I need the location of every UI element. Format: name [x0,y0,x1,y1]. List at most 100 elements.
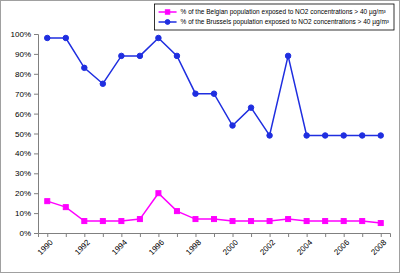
data-point [119,219,124,224]
y-tick-label: 80% [15,70,31,79]
data-point [360,219,365,224]
x-tick-mark [344,233,345,237]
x-tick [288,233,289,237]
data-point [193,91,199,97]
x-tick-mark [195,233,196,237]
y-axis-line [34,35,39,234]
x-tick: 2008 [369,233,388,257]
legend-entry: % of the Belgian population exposed to N… [159,8,387,16]
x-tick-mark [233,233,234,237]
data-point [63,205,68,210]
x-tick: 2000 [221,233,240,257]
x-tick-mark [66,233,67,237]
data-point [45,35,51,41]
data-point [341,133,347,139]
x-tick-mark [381,233,382,237]
x-tick-mark [84,233,85,237]
x-tick [325,233,326,237]
data-point [286,217,291,222]
data-point [137,53,143,59]
data-point [248,105,254,111]
data-point [82,219,87,224]
data-point [249,219,254,224]
x-tick-label: 1996 [147,238,166,257]
y-tick-mark [34,153,38,154]
x-tick [103,233,104,237]
y-tick: 50% [15,130,38,139]
data-point [100,81,106,87]
data-point [230,123,236,129]
legend-label: % of the Belgian population exposed to N… [181,8,387,16]
y-tick-label: 50% [15,130,31,139]
data-point [137,217,142,222]
x-tick-label: 1994 [110,238,129,257]
y-tick: 70% [15,90,38,99]
chart: 0%10%20%30%40%50%60%70%80%90%100%1990199… [0,0,400,273]
y-tick: 10% [15,209,38,218]
data-point [63,35,69,41]
data-point [119,53,125,59]
x-axis-line [39,234,391,238]
y-tick-mark [34,114,38,115]
y-axis: 0%10%20%30%40%50%60%70%80%90%100% [11,30,39,238]
x-tick-mark [103,233,104,237]
data-point [285,53,291,59]
x-tick-label: 1992 [73,238,92,257]
x-tick [140,233,141,237]
y-tick-label: 0% [19,229,31,238]
x-tick-label: 1990 [36,238,55,257]
data-point [359,133,365,139]
data-point [156,35,162,41]
y-tick-label: 40% [15,149,31,158]
data-point [45,199,50,204]
x-axis: 1990 1992 1994 1996 1998 2000 2002 2004 2006 2008 [36,233,391,257]
x-tick: 2004 [295,233,314,257]
y-tick-mark [34,233,38,234]
y-tick-mark [34,193,38,194]
y-tick-mark [34,173,38,174]
series-line [47,193,380,223]
data-point [211,91,217,97]
y-tick-label: 10% [15,209,31,218]
legend-entry: % of the Brussels population exposed to … [159,18,390,26]
y-tick-mark [34,213,38,214]
data-point [267,219,272,224]
data-point [174,209,179,214]
x-tick-label: 2006 [332,238,351,257]
x-tick [66,233,67,237]
series [45,191,383,226]
legend-box [155,4,394,30]
x-tick-mark [214,233,215,237]
y-tick: 80% [15,70,38,79]
y-tick-mark [34,34,38,35]
plot-area [45,35,384,225]
x-tick-mark [270,233,271,237]
data-point [100,219,105,224]
y-tick-label: 70% [15,90,31,99]
y-tick-mark [34,74,38,75]
x-tick-label: 2002 [258,238,277,257]
series [45,35,384,138]
x-tick-mark [325,233,326,237]
x-tick [177,233,178,237]
data-point [174,53,180,59]
x-tick: 1990 [36,233,55,257]
chart-border [1,1,400,273]
y-tick-mark [34,94,38,95]
x-tick-mark [121,233,122,237]
data-point [304,133,310,139]
x-tick-mark [362,233,363,237]
x-tick: 1998 [184,233,203,257]
y-tick-mark [34,54,38,55]
legend-label: % of the Brussels population exposed to … [181,18,390,26]
y-tick: 20% [15,189,38,198]
legend-marker [165,20,170,25]
data-point [156,191,161,196]
data-point [212,217,217,222]
y-tick: 30% [15,169,38,178]
legend: % of the Belgian population exposed to N… [155,4,394,30]
y-tick-label: 100% [11,30,31,39]
x-tick: 1994 [110,233,129,257]
y-tick: 0% [19,229,38,238]
x-tick: 1996 [147,233,166,257]
